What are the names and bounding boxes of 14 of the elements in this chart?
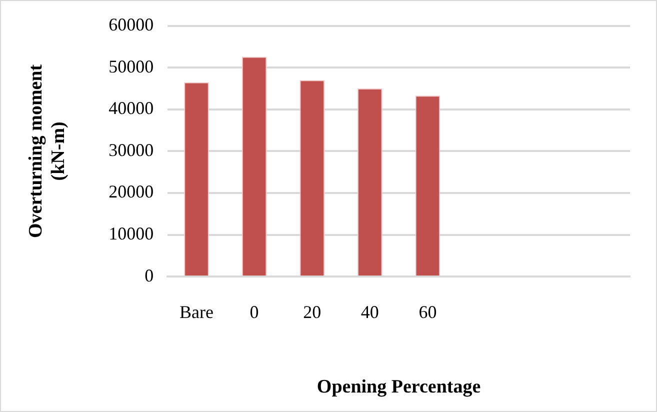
y-tick-label: 10000 [108, 224, 154, 244]
x-tick-label: 60 [418, 302, 437, 322]
y-tick-label: 20000 [108, 182, 154, 202]
y-tick-label: 60000 [108, 14, 154, 35]
x-axis-title: Opening Percentage [316, 376, 481, 398]
x-tick-label: 20 [303, 302, 322, 322]
y-axis-title: Overturning moment (kN-m) [25, 64, 70, 238]
x-tick-label: 0 [250, 302, 259, 322]
x-tick-label: 40 [360, 302, 379, 322]
x-tick-label: Bare [180, 302, 214, 322]
y-tick-label: 0 [144, 265, 154, 286]
y-tick-label: 50000 [108, 56, 154, 76]
y-tick-label: 40000 [108, 98, 154, 118]
y-tick-label: 30000 [108, 140, 154, 160]
